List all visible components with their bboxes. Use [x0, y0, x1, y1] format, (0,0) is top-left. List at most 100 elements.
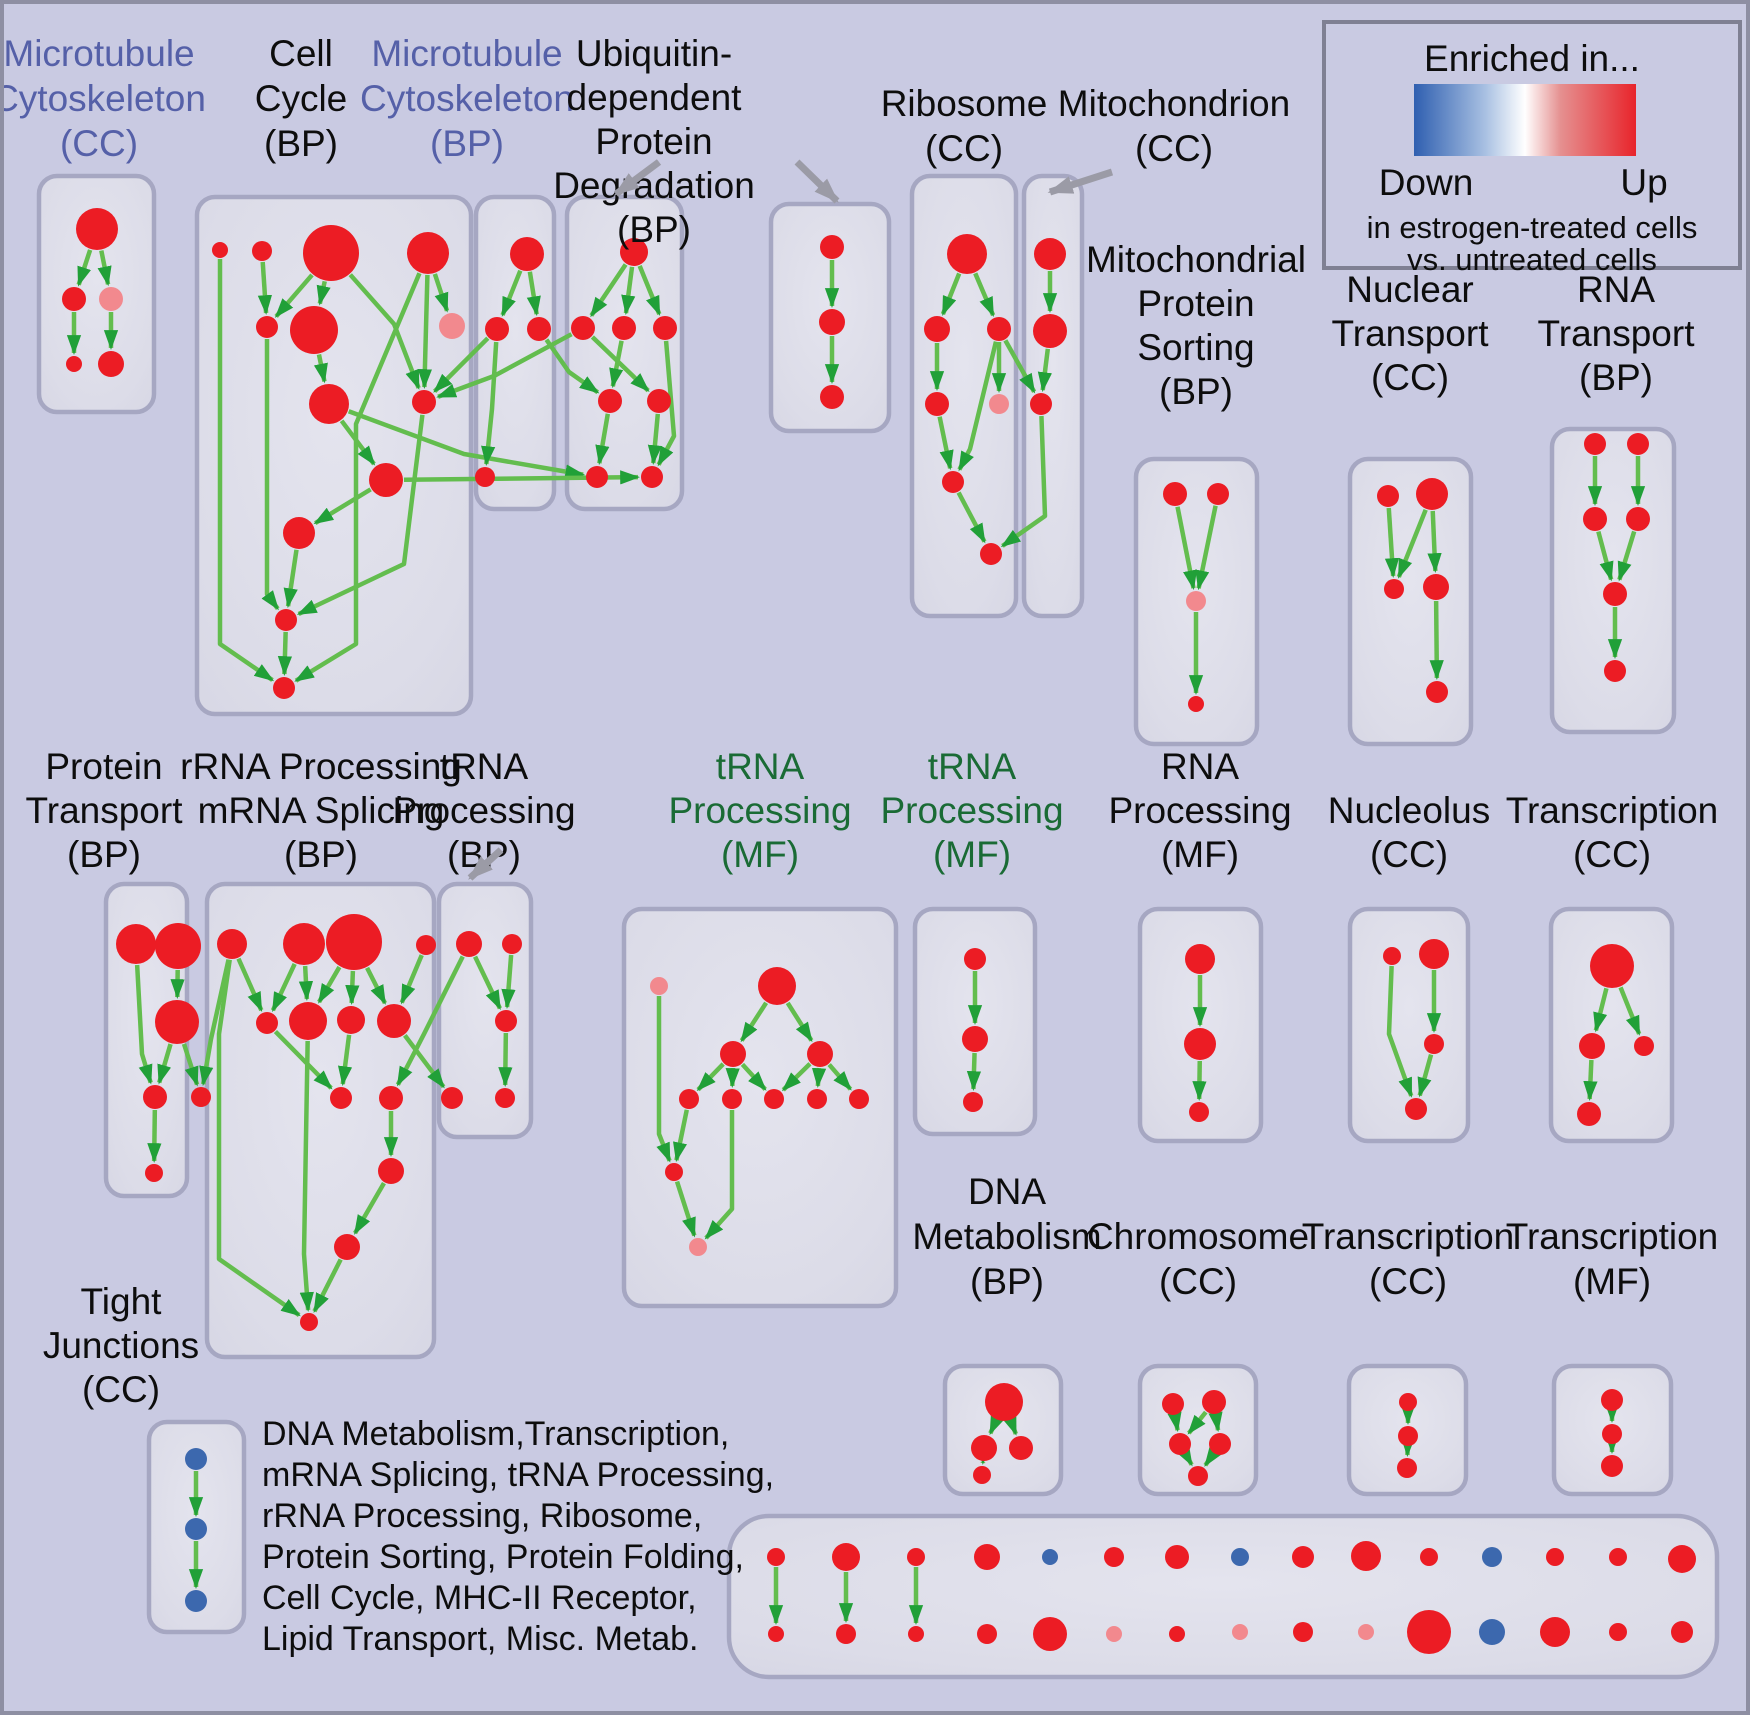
node-rx1	[1185, 944, 1215, 974]
edge-d2-d6	[590, 335, 650, 393]
node-a1	[76, 208, 118, 250]
cluster-label-tight-junctions-cc-line0: Tight	[81, 1281, 163, 1322]
node-wb10	[1358, 1624, 1374, 1640]
node-d8	[641, 466, 663, 488]
cluster-label-trna-processing-mf-2-line2: (MF)	[933, 834, 1011, 875]
edge-rx2-rx3	[1192, 1060, 1207, 1101]
node-nu1	[1383, 947, 1401, 965]
node-wb11	[1407, 1610, 1451, 1654]
edge-c9-c12	[296, 414, 425, 617]
node-mc4	[475, 467, 495, 487]
cluster-label-tight-junctions-cc-line1: Junctions	[43, 1325, 199, 1366]
edge-nt2-nt3	[1396, 508, 1428, 579]
node-ch4	[1209, 1433, 1231, 1455]
edge-mc2-mc4	[481, 341, 499, 467]
node-c2	[252, 241, 272, 261]
cluster-label-ribosome-cc-line1: (CC)	[925, 128, 1003, 169]
edge-tn2-tn3	[966, 1052, 982, 1091]
cluster-label-mito-protein-sorting-bp-line3: (BP)	[1159, 371, 1233, 412]
node-wb13	[1540, 1617, 1570, 1647]
edge-ch1-ch3	[1167, 1411, 1182, 1433]
node-ri6	[942, 471, 964, 493]
edge-tm2-tm4	[785, 1001, 814, 1043]
node-ch5	[1188, 1466, 1208, 1486]
legend-title: Enriched in...	[1424, 38, 1640, 79]
cluster-label-rna-processing-mf-line2: (MF)	[1161, 834, 1239, 875]
edge-ri3-ri6	[957, 341, 999, 472]
node-tc3	[1634, 1036, 1654, 1056]
cluster-label-protein-transport-bp-line1: Transport	[26, 790, 184, 831]
node-wb12	[1479, 1619, 1505, 1645]
node-c6	[290, 306, 338, 354]
cluster-label-protein-transport-bp-line2: (BP)	[67, 834, 141, 875]
edge-tb2-tb3	[501, 954, 516, 1010]
cluster-label-rna-processing-mf-line0: RNA	[1161, 746, 1239, 787]
edge-ri3-mo3	[1003, 339, 1037, 394]
edge-tb3-tb5	[498, 1032, 513, 1087]
edge-rr1-rs1	[216, 959, 301, 1317]
edge-ch2-ch4	[1208, 1411, 1223, 1433]
edge-ms2-ms3	[1195, 505, 1218, 591]
node-nu2	[1419, 939, 1449, 969]
cluster-label-trna-processing-mf-1-line1: Processing	[668, 790, 851, 831]
edge-tb1-rp2	[395, 955, 465, 1087]
cluster-label-mito-protein-sorting-bp-line2: Sorting	[1137, 327, 1254, 368]
layer-pointers	[467, 159, 1114, 881]
edge-pt3-pt4	[157, 1043, 173, 1085]
node-mo3	[1030, 393, 1052, 415]
node-rm1	[256, 1012, 278, 1034]
legend: Enriched in... Down Up in estrogen-treat…	[1322, 20, 1742, 277]
node-tc2	[1579, 1033, 1605, 1059]
edge-d1-d2	[589, 263, 628, 318]
node-wt12	[1482, 1547, 1502, 1567]
node-wt4	[974, 1544, 1000, 1570]
node-rt1	[1584, 433, 1606, 455]
node-tm8	[807, 1089, 827, 1109]
edge-tb1-tb3	[473, 955, 502, 1011]
node-pt1	[116, 924, 156, 964]
node-ri3	[987, 317, 1011, 341]
node-rx2	[1184, 1028, 1216, 1060]
edge-tm4-tm8	[811, 1067, 827, 1089]
node-ri1	[947, 234, 987, 274]
edge-mc1-mc2	[500, 269, 523, 317]
cluster-box-nuclear-transport-cc	[1347, 456, 1474, 747]
node-rr2	[283, 923, 325, 965]
network-canvas: MicrotubuleCytoskeleton(CC)CellCycle(BP)…	[4, 33, 1720, 1680]
edge-mc1-mc3	[526, 271, 541, 317]
edge-tc1-tc3	[1618, 986, 1642, 1036]
edge-c11-c12	[283, 549, 299, 609]
cluster-label-microtubule-bp-line0: Microtubule	[371, 33, 562, 74]
node-ms4	[1188, 696, 1204, 712]
node-tm1	[650, 977, 668, 995]
edge-pt3-pt5	[181, 1043, 200, 1087]
node-rr1	[217, 929, 247, 959]
node-tc4	[1577, 1102, 1601, 1126]
edge-tm3-tm5	[696, 1062, 725, 1092]
cluster-label-trna-processing-mf-2-line0: tRNA	[928, 746, 1017, 787]
cluster-label-nuclear-transport-cc-line1: Transport	[1332, 313, 1490, 354]
cluster-label-trna-processing-bp-line0: tRNA	[440, 746, 529, 787]
cluster-label-mito-protein-sorting-bp-line0: Mitochondrial	[1086, 239, 1306, 280]
edge-tm6-tm11	[704, 1110, 735, 1240]
node-nt4	[1423, 574, 1449, 600]
edge-ri6-ri7	[956, 491, 987, 544]
node-e3	[820, 385, 844, 409]
edge-nu1-nu4	[1386, 965, 1414, 1098]
edge-c12-c13	[277, 631, 293, 676]
legend-gradient-bar	[1414, 84, 1636, 156]
node-ms1	[1163, 482, 1187, 506]
cluster-label-microtubule-cc-line2: (CC)	[60, 123, 138, 164]
edge-a1-a2	[76, 249, 93, 287]
node-tn3	[963, 1092, 983, 1112]
node-wb1	[768, 1626, 784, 1642]
node-t3a	[1601, 1389, 1623, 1411]
edge-rr2-rm2	[298, 965, 314, 1002]
node-c4	[407, 232, 449, 274]
node-ri4	[925, 392, 949, 416]
node-nt1	[1377, 485, 1399, 507]
node-wb5	[1033, 1617, 1067, 1651]
node-tj2	[185, 1518, 207, 1540]
node-nt2	[1416, 478, 1448, 510]
cluster-label-nuclear-transport-cc-line2: (CC)	[1371, 357, 1449, 398]
